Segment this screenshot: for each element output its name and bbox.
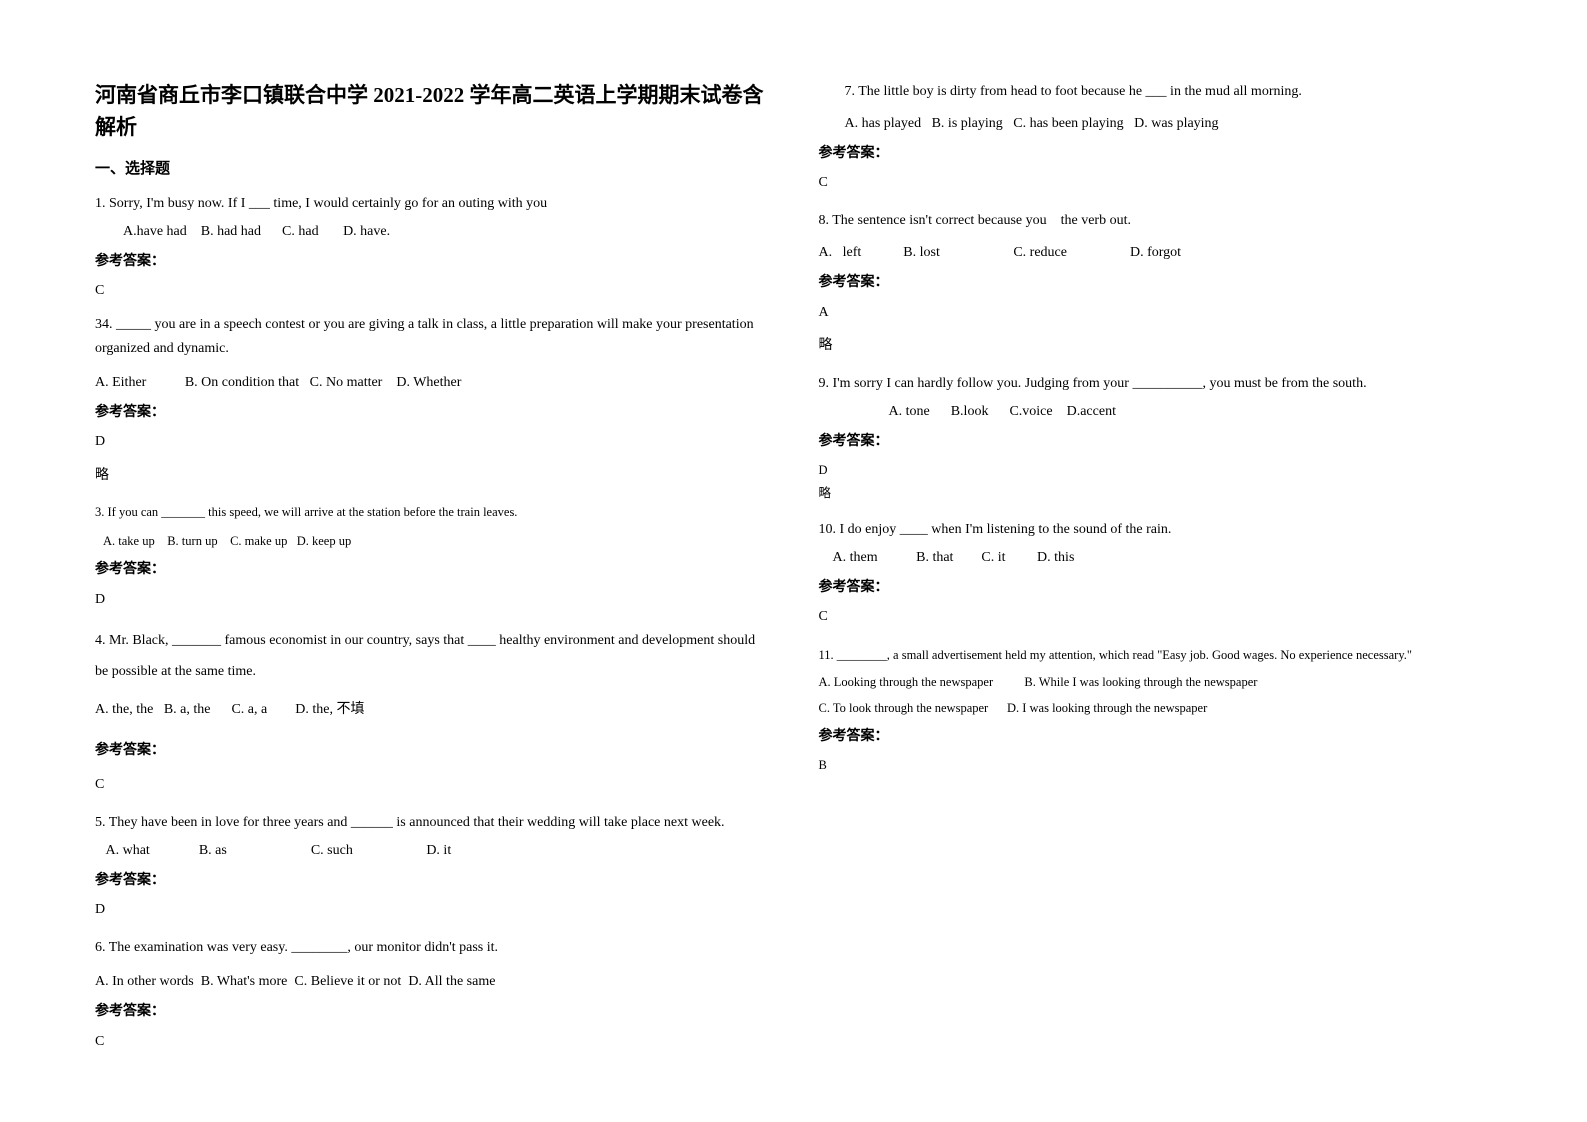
question-options: A. what B. as C. such D. it <box>95 839 769 863</box>
question-block: 7. The little boy is dirty from head to … <box>819 80 1493 195</box>
question-options: A. In other words B. What's more C. Beli… <box>95 970 769 994</box>
question-block: 3. If you can _______ this speed, we wil… <box>95 502 769 612</box>
question-block: 5. They have been in love for three year… <box>95 811 769 922</box>
answer-value: C <box>819 171 1493 195</box>
answer-label: 参考答案： <box>95 739 769 763</box>
answer-note: 略 <box>819 483 1493 504</box>
question-options: A. Looking through the newspaper B. Whil… <box>819 672 1493 693</box>
question-text: 7. The little boy is dirty from head to … <box>819 80 1493 104</box>
answer-value: D <box>819 460 1493 481</box>
question-options: A. tone B.look C.voice D.accent <box>819 400 1493 424</box>
question-text: 9. I'm sorry I can hardly follow you. Ju… <box>819 372 1493 396</box>
answer-value: C <box>95 279 769 303</box>
answer-label: 参考答案： <box>95 558 769 582</box>
question-options: A. has played B. is playing C. has been … <box>819 112 1493 136</box>
question-text: 1. Sorry, I'm busy now. If I ___ time, I… <box>95 192 769 216</box>
question-text: 8. The sentence isn't correct because yo… <box>819 209 1493 233</box>
question-options: C. To look through the newspaper D. I wa… <box>819 698 1493 719</box>
answer-label: 参考答案： <box>819 725 1493 749</box>
answer-value: C <box>95 1030 769 1054</box>
answer-label: 参考答案： <box>95 1000 769 1024</box>
question-options: A. Either B. On condition that C. No mat… <box>95 371 769 395</box>
question-text: 3. If you can _______ this speed, we wil… <box>95 502 769 523</box>
answer-value: D <box>95 898 769 922</box>
question-block: 9. I'm sorry I can hardly follow you. Ju… <box>819 372 1493 504</box>
question-block: 4. Mr. Black, _______ famous economist i… <box>95 626 769 797</box>
answer-label: 参考答案： <box>95 869 769 893</box>
question-text: 4. Mr. Black, _______ famous economist i… <box>95 626 769 688</box>
question-block: 1. Sorry, I'm busy now. If I ___ time, I… <box>95 192 769 488</box>
question-options: A.have had B. had had C. had D. have. <box>95 220 769 244</box>
question-text: 6. The examination was very easy. ______… <box>95 936 769 960</box>
answer-value: C <box>819 605 1493 629</box>
answer-value: D <box>95 430 769 454</box>
answer-label: 参考答案： <box>95 401 769 425</box>
question-block: 8. The sentence isn't correct because yo… <box>819 209 1493 358</box>
answer-value: A <box>819 301 1493 325</box>
question-text: 5. They have been in love for three year… <box>95 811 769 835</box>
question-options: A. left B. lost C. reduce D. forgot <box>819 241 1493 265</box>
answer-note: 略 <box>819 334 1493 358</box>
question-options: A. them B. that C. it D. this <box>819 546 1493 570</box>
answer-label: 参考答案： <box>819 271 1493 295</box>
question-text: 11. ________, a small advertisement held… <box>819 643 1493 668</box>
question-options: A. take up B. turn up C. make up D. keep… <box>95 531 769 552</box>
answer-value: C <box>95 773 769 797</box>
answer-label: 参考答案： <box>819 430 1493 454</box>
answer-label: 参考答案： <box>819 576 1493 600</box>
answer-value: B <box>819 755 1493 776</box>
question-text: 10. I do enjoy ____ when I'm listening t… <box>819 518 1493 542</box>
question-block: 10. I do enjoy ____ when I'm listening t… <box>819 518 1493 629</box>
exam-title: 河南省商丘市李口镇联合中学 2021-2022 学年高二英语上学期期末试卷含解析 <box>95 80 769 143</box>
answer-label: 参考答案： <box>95 250 769 274</box>
question-text: 34. _____ you are in a speech contest or… <box>95 313 769 361</box>
answer-label: 参考答案： <box>819 142 1493 166</box>
question-block: 6. The examination was very easy. ______… <box>95 936 769 1053</box>
answer-note: 略 <box>95 464 769 488</box>
question-block: 11. ________, a small advertisement held… <box>819 643 1493 776</box>
answer-value: D <box>95 588 769 612</box>
question-options: A. the, the B. a, the C. a, a D. the, 不填 <box>95 698 769 722</box>
section-header: 一、选择题 <box>95 157 769 178</box>
